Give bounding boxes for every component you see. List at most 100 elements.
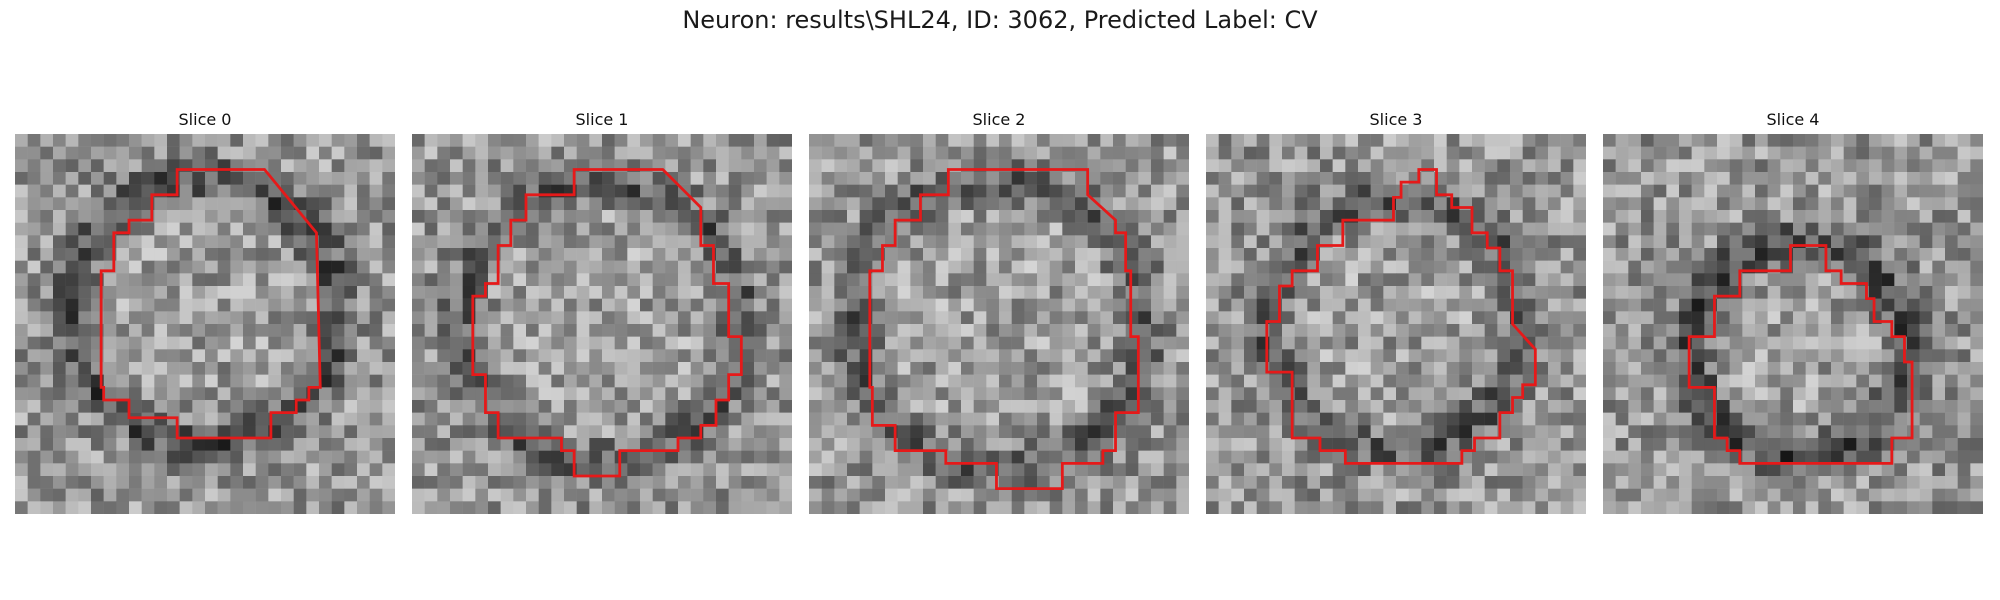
pixel (78, 146, 92, 160)
pixel (1691, 159, 1705, 173)
pixel (678, 387, 691, 401)
pixel (1370, 425, 1384, 439)
pixel (897, 349, 911, 363)
pixel (1244, 260, 1257, 274)
pixel (809, 374, 822, 388)
pixel (961, 463, 974, 477)
pixel (1653, 311, 1667, 325)
pixel (1932, 349, 1946, 363)
pixel (897, 273, 911, 287)
pixel (281, 450, 294, 464)
pixel (1434, 412, 1447, 426)
pixel (53, 425, 66, 439)
pixel (1282, 197, 1295, 211)
pixel (1818, 438, 1832, 451)
pixel (369, 222, 383, 236)
pixel (961, 387, 974, 401)
pixel (1535, 501, 1549, 514)
pixel (1691, 387, 1705, 401)
pixel (1666, 438, 1680, 451)
pixel (1282, 146, 1295, 160)
pixel (1666, 146, 1680, 160)
pixel (1244, 501, 1257, 514)
pixel (1011, 172, 1025, 185)
pixel (973, 248, 987, 261)
pixel (538, 311, 552, 325)
pixel (1484, 476, 1498, 489)
pixel (357, 134, 370, 147)
pixel (627, 146, 641, 160)
pixel (1024, 311, 1038, 325)
pixel (369, 362, 383, 375)
pixel (1603, 222, 1616, 236)
pixel (141, 235, 155, 249)
pixel (551, 298, 565, 312)
pixel (293, 260, 307, 274)
pixel (437, 412, 451, 426)
pixel (424, 159, 438, 173)
pixel (1856, 311, 1870, 325)
pixel (1881, 273, 1895, 287)
pixel (766, 286, 780, 299)
pixel (1320, 501, 1333, 514)
pixel (614, 488, 628, 502)
pixel (766, 476, 780, 489)
pixel (1176, 349, 1189, 363)
pixel (1945, 235, 1958, 249)
pixel (1919, 197, 1933, 211)
pixel (973, 488, 987, 502)
segmentation-contour-4 (1687, 244, 1914, 465)
pixel (230, 387, 244, 401)
pixel (1244, 425, 1257, 439)
pixel (1206, 324, 1219, 337)
pixel (412, 260, 425, 274)
pixel (961, 260, 974, 274)
pixel (885, 172, 898, 185)
pixel (1755, 235, 1768, 249)
pixel (1919, 324, 1933, 337)
pixel (1459, 349, 1473, 363)
pixel (1843, 362, 1857, 375)
pixel (1396, 298, 1409, 312)
pixel (1522, 235, 1536, 249)
pixel (1729, 311, 1743, 325)
pixel (1396, 425, 1409, 439)
pixel (217, 412, 231, 426)
pixel (1957, 374, 1971, 388)
pixel (1653, 222, 1667, 236)
pixel (1218, 450, 1232, 464)
pixel (973, 286, 987, 299)
pixel (179, 260, 193, 274)
pixel (1729, 248, 1743, 261)
pixel (754, 450, 767, 464)
pixel (319, 197, 332, 211)
pixel (1231, 146, 1245, 160)
pixel (40, 336, 54, 350)
pixel (1125, 311, 1139, 325)
pixel (1125, 146, 1139, 160)
pixel (961, 488, 974, 502)
pixel (1510, 248, 1523, 261)
pixel (1113, 501, 1126, 514)
pixel (1793, 172, 1806, 185)
pixel (1932, 311, 1946, 325)
pixel (255, 260, 269, 274)
pixel (885, 349, 898, 363)
pixel (1446, 400, 1460, 413)
pixel (1497, 298, 1511, 312)
pixel (1729, 134, 1743, 147)
pixel (1945, 260, 1958, 274)
pixel (1011, 374, 1025, 388)
pixel (1907, 488, 1920, 502)
pixel (450, 159, 463, 173)
pixel (809, 362, 822, 375)
pixel (103, 362, 117, 375)
pixel (1573, 210, 1586, 223)
pixel (948, 210, 962, 223)
pixel (1510, 412, 1523, 426)
pixel (1484, 210, 1498, 223)
pixel (1869, 463, 1882, 477)
pixel (1138, 222, 1152, 236)
pixel (1805, 159, 1819, 173)
pixel (1011, 412, 1025, 426)
